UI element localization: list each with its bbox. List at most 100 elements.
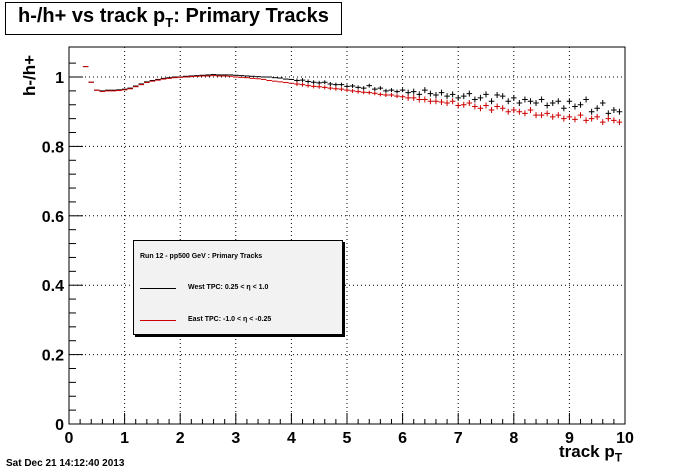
data-point (549, 113, 556, 120)
axis-ticks (68, 62, 626, 425)
x-tick-label: 1 (120, 430, 129, 447)
data-point (566, 113, 573, 120)
data-point (427, 98, 434, 105)
x-axis-label-main: track p (559, 442, 615, 461)
data-point (516, 100, 523, 107)
data-point (394, 89, 400, 94)
data-point (511, 106, 517, 113)
data-point (449, 91, 456, 98)
data-points (82, 66, 623, 126)
data-point (477, 105, 484, 112)
data-point (321, 80, 328, 85)
data-point (410, 88, 417, 95)
data-point (505, 98, 512, 105)
data-point (488, 106, 495, 113)
y-tick-label: 0.8 (42, 139, 64, 156)
data-point (299, 82, 306, 87)
data-point (511, 94, 517, 101)
x-tick-label: 7 (454, 430, 463, 447)
data-point (388, 88, 395, 93)
data-point (388, 93, 395, 98)
y-tick-label: 0.6 (42, 209, 64, 226)
data-point (616, 119, 623, 126)
date-stamp: Sat Dec 21 14:12:40 2013 (6, 458, 125, 469)
data-point (577, 112, 584, 119)
data-point (344, 84, 350, 89)
legend-swatch-west (140, 288, 176, 289)
data-point (472, 96, 478, 103)
data-point (544, 102, 550, 109)
data-point (466, 100, 473, 107)
data-point (466, 90, 473, 97)
data-point (366, 83, 373, 88)
data-point (527, 98, 534, 105)
data-point (416, 91, 423, 98)
data-point (316, 84, 322, 89)
data-point (544, 110, 550, 117)
data-point (321, 85, 328, 90)
data-point (344, 88, 350, 93)
chart-title-tail: : Primary Tracks (173, 5, 329, 27)
data-point (377, 92, 384, 97)
data-point (327, 81, 334, 86)
x-tick-label: 0 (65, 430, 74, 447)
tick-labels: 0 1 2 3 4 5 6 7 8 9 10 0 0.2 0.4 0.6 0.8 1 (42, 70, 634, 447)
data-point (349, 84, 356, 89)
data-point (444, 93, 450, 100)
data-point (405, 94, 411, 101)
x-tick-label: 3 (231, 430, 240, 447)
data-point (522, 96, 528, 103)
data-point (338, 87, 345, 92)
data-point (310, 84, 317, 89)
data-point (455, 102, 461, 109)
data-point (333, 86, 339, 91)
data-point (333, 82, 339, 87)
data-point (594, 113, 600, 120)
data-point (533, 100, 539, 107)
data-point (383, 93, 389, 98)
x-tick-label: 9 (565, 430, 574, 447)
x-tick-label: 6 (398, 430, 407, 447)
data-point (427, 90, 434, 97)
data-point (483, 102, 489, 109)
x-tick-label: 2 (176, 430, 185, 447)
data-point (594, 105, 600, 112)
data-point (455, 94, 461, 101)
data-point (527, 106, 534, 113)
data-point (360, 90, 367, 95)
data-point (555, 112, 562, 119)
data-point (438, 98, 445, 105)
data-point (338, 82, 345, 87)
data-point (399, 94, 406, 99)
data-point (305, 79, 311, 84)
data-point (422, 87, 428, 94)
data-point (538, 112, 545, 119)
data-point (577, 101, 584, 108)
x-axis-label-subscript: T (614, 450, 623, 465)
data-point (377, 86, 384, 91)
data-point (449, 98, 456, 105)
data-point (583, 117, 589, 124)
data-point (405, 89, 411, 96)
data-point (299, 78, 306, 83)
chart-title: h-/h+ vs track pT: Primary Tracks (5, 2, 342, 35)
y-tick-label: 0.4 (42, 278, 64, 295)
data-point (522, 110, 528, 117)
data-point (372, 87, 378, 92)
data-point (349, 88, 356, 93)
data-point (499, 93, 506, 100)
data-point (410, 94, 417, 101)
x-tick-label: 8 (509, 430, 518, 447)
x-tick-label: 10 (616, 430, 634, 447)
data-point (383, 88, 389, 93)
data-point (611, 117, 617, 124)
legend-entry-east: East TPC: -1.0 < η < -0.25 (140, 316, 340, 326)
data-point (605, 115, 612, 122)
y-tick-label: 0 (55, 417, 64, 434)
data-point (460, 93, 467, 100)
y-tick-label: 0.2 (42, 348, 64, 365)
data-point (433, 92, 439, 99)
data-point (433, 98, 439, 105)
data-point (549, 100, 556, 107)
